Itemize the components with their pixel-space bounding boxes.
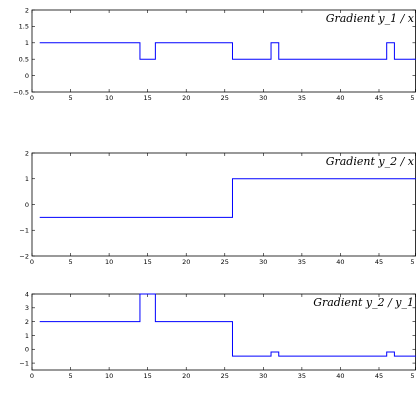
y-tick-label: 2	[25, 6, 29, 14]
x-tick-label: 10	[105, 258, 113, 266]
x-tick-label: 40	[336, 258, 344, 266]
x-tick-label: 35	[298, 94, 306, 102]
x-tick-label: 35	[298, 372, 306, 380]
x-tick-label: 40	[336, 372, 344, 380]
y-tick-label: 2	[25, 318, 29, 326]
y-tick-label: −1	[19, 227, 29, 235]
x-tick-label: 35	[298, 258, 306, 266]
x-tick-label: 40	[336, 94, 344, 102]
panel-title-1: Gradient y_1 / x	[326, 12, 415, 25]
y-tick-label: −1	[19, 359, 29, 367]
y-tick-label: 0	[25, 346, 29, 354]
x-tick-label: 0	[30, 258, 34, 266]
x-tick-label: 15	[144, 94, 152, 102]
panel-title-2: Gradient y_2 / x	[326, 155, 415, 168]
y-tick-label: 1	[25, 332, 29, 340]
panel-1: 0 5 10 15 20 25 30 35 40 45 5−0.500.511.52Gradient…	[13, 6, 416, 102]
x-tick-label: 20	[182, 258, 190, 266]
x-tick-label: 20	[182, 372, 190, 380]
x-tick-label: 0	[30, 94, 34, 102]
x-tick-label: 20	[182, 94, 190, 102]
x-tick-label: 10	[105, 372, 113, 380]
x-tick-label: 25	[221, 372, 229, 380]
series-line-3	[39, 293, 416, 357]
axes-frame-2	[31, 152, 416, 257]
y-tick-label: 0.5	[19, 56, 29, 64]
x-tick-label: 45	[375, 258, 383, 266]
x-tick-label: 30	[259, 372, 267, 380]
y-tick-label: 1	[25, 39, 29, 47]
x-tick-label: 45	[375, 372, 383, 380]
y-tick-label: 1.5	[19, 23, 29, 31]
y-tick-label: −0.5	[13, 88, 29, 96]
x-tick-label: 25	[221, 258, 229, 266]
panel-title-3: Gradient y_2 / y_1	[313, 296, 414, 309]
series-line-1	[39, 42, 416, 60]
y-tick-label: 0	[25, 201, 29, 209]
x-tick-label: 15	[144, 372, 152, 380]
y-tick-label: 3	[25, 304, 29, 312]
x-tick-label: 5	[410, 258, 414, 266]
x-tick-label: 25	[221, 94, 229, 102]
y-tick-label: 2	[25, 149, 29, 157]
x-tick-label: 30	[259, 94, 267, 102]
y-tick-label: 0	[25, 72, 29, 80]
x-tick-label: 30	[259, 258, 267, 266]
y-tick-label: −2	[19, 252, 29, 260]
x-tick-label: 45	[375, 94, 383, 102]
panel-2: 0 5 10 15 20 25 30 35 40 45 5 −2 −1 0 1 2 Gradient y_2 /…	[19, 149, 416, 266]
y-tick-label: 1	[25, 175, 29, 183]
x-tick-label: 5	[68, 258, 72, 266]
series-line-2	[39, 178, 416, 218]
x-tick-label: 0	[30, 372, 34, 380]
x-tick-label: 5	[410, 372, 414, 380]
y-tick-label: 4	[25, 290, 29, 298]
x-tick-label: 5	[410, 94, 414, 102]
x-tick-label: 15	[144, 258, 152, 266]
x-tick-label: 10	[105, 94, 113, 102]
x-tick-label: 5	[68, 372, 72, 380]
x-tick-label: 5	[68, 94, 72, 102]
